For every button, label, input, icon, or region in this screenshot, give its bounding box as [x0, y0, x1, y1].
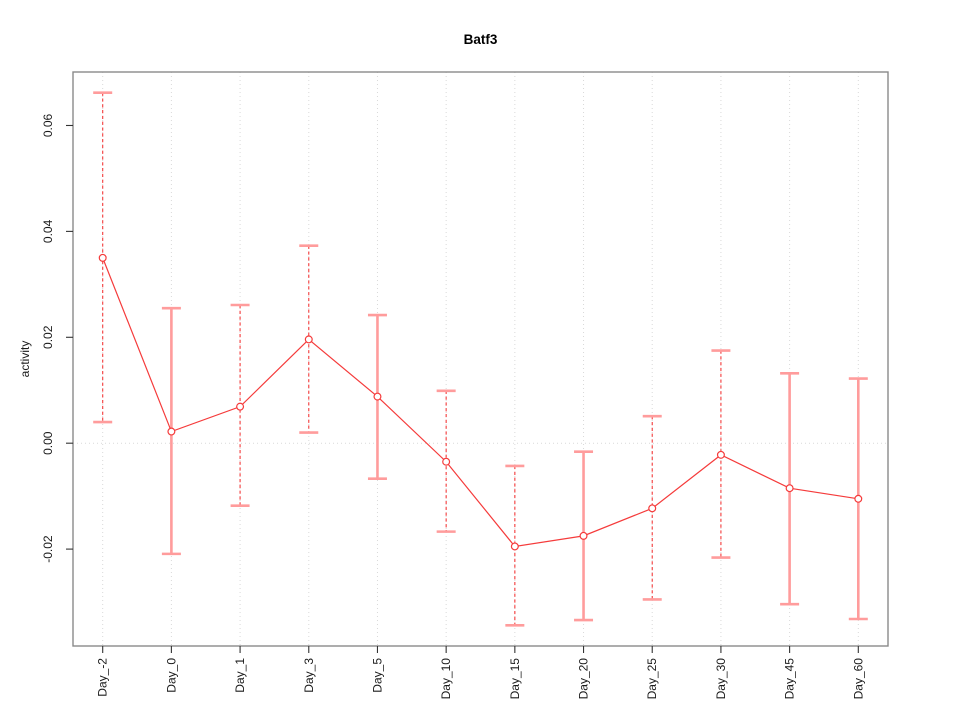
x-tick-label: Day_45: [783, 658, 797, 700]
data-point: [854, 494, 863, 503]
x-tick-label: Day_25: [645, 658, 659, 700]
x-tick-label: Day_3: [302, 658, 316, 693]
data-point: [442, 457, 451, 466]
x-tick-label: Day_20: [577, 658, 591, 700]
y-axis-label: activity: [18, 341, 32, 378]
y-tick-label: 0.04: [41, 219, 55, 243]
data-point: [98, 253, 107, 262]
x-tick-label: Day_1: [233, 658, 247, 693]
data-line: [102, 257, 859, 548]
x-tick-label: Day_10: [439, 658, 453, 700]
x-tick-label: Day_15: [508, 658, 522, 700]
data-point: [648, 504, 657, 513]
data-point: [236, 402, 245, 411]
data-point: [785, 484, 794, 493]
y-tick-label: 0.00: [41, 431, 55, 455]
data-point: [510, 542, 519, 551]
x-tick-label: Day_-2: [96, 658, 110, 697]
y-tick-label: 0.06: [41, 113, 55, 137]
x-tick-label: Day_60: [851, 658, 865, 700]
data-point: [373, 392, 382, 401]
x-tick-label: Day_5: [370, 658, 384, 693]
y-tick-label: -0.02: [41, 535, 55, 563]
data-point: [167, 427, 176, 436]
plot-frame: [72, 71, 889, 647]
chart-title: Batf3: [463, 32, 498, 47]
data-point: [304, 335, 313, 344]
y-tick-label: 0.02: [41, 325, 55, 349]
x-tick-label: Day_30: [714, 658, 728, 700]
x-tick-label: Day_0: [164, 658, 178, 693]
data-point: [716, 450, 725, 459]
data-point: [579, 531, 588, 540]
